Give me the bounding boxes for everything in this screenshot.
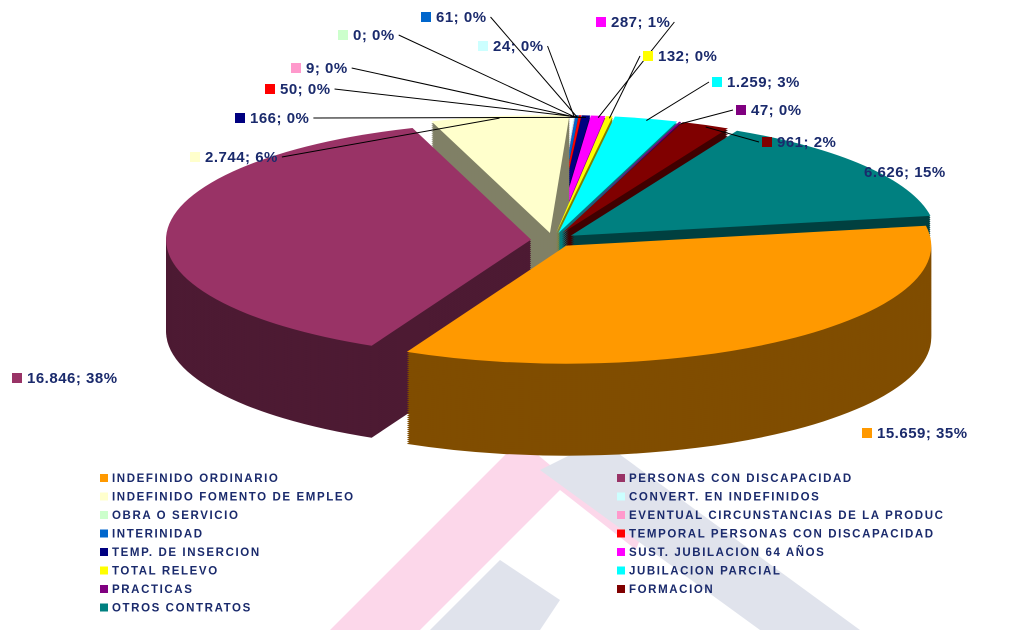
leader-line <box>351 67 576 118</box>
label-swatch <box>736 105 746 115</box>
leader-line <box>597 21 675 119</box>
leader-line <box>334 88 581 118</box>
legend-swatch <box>100 566 108 575</box>
value-label: 132; 0% <box>658 48 717 65</box>
value-label: 166; 0% <box>250 110 309 127</box>
legend-label: TEMP. DE INSERCION <box>112 547 261 559</box>
value-label: 47; 0% <box>751 102 802 119</box>
slice <box>560 121 682 234</box>
legend-label: PRACTICAS <box>112 584 194 596</box>
value-label: 15.659; 35% <box>877 425 968 442</box>
legend-label: TEMPORAL PERSONAS CON DISCAPACIDAD <box>629 529 935 541</box>
label-swatch <box>478 41 488 51</box>
leader-line <box>705 126 760 143</box>
legend-label: INDEFINIDO ORDINARIO <box>112 473 279 485</box>
legend-swatch <box>617 474 625 482</box>
leader-line <box>646 81 710 122</box>
legend-label: SUST. JUBILACION 64 AÑOS <box>629 546 825 559</box>
label-swatch <box>849 167 859 177</box>
slice-side <box>556 120 613 237</box>
value-label: 1.259; 3% <box>727 74 800 91</box>
label-swatch <box>265 84 275 94</box>
pie <box>166 114 932 456</box>
slice <box>561 122 728 234</box>
legend-label: CONVERT. EN INDEFINIDOS <box>629 492 820 504</box>
value-label: 50; 0% <box>280 81 331 98</box>
legend-swatch <box>100 603 108 612</box>
label-swatch <box>190 152 200 162</box>
legend-swatch <box>617 585 625 593</box>
slice <box>570 130 931 236</box>
label-swatch <box>291 63 301 73</box>
legend-swatch <box>617 492 625 501</box>
legend-label: FORMACION <box>629 584 714 596</box>
legend-label: EVENTUAL CIRCUNSTANCIAS DE LA PRODUC <box>629 510 945 522</box>
watermark <box>330 440 860 630</box>
legend-swatch <box>617 511 625 519</box>
legend-swatch <box>617 529 625 538</box>
value-label: 287; 1% <box>611 14 670 31</box>
legend-label: OTROS CONTRATOS <box>112 603 252 615</box>
leader-line <box>398 34 576 118</box>
value-label: 6.626; 15% <box>864 164 946 181</box>
slice <box>406 225 932 364</box>
value-label: 2.744; 6% <box>205 149 278 166</box>
slice-group <box>406 225 932 456</box>
legend-swatch <box>100 474 108 482</box>
slice <box>556 116 613 233</box>
label-swatch <box>421 12 431 22</box>
legend-label: INDEFINIDO FOMENTO DE EMPLEO <box>112 492 355 504</box>
leader-line <box>490 16 578 118</box>
label-swatch <box>235 113 245 123</box>
legend-swatch <box>100 585 108 593</box>
slice <box>558 116 678 234</box>
legend-label: JUBILACION PARCIAL <box>629 566 782 578</box>
legend-swatch <box>617 548 625 556</box>
slice-side <box>556 118 613 235</box>
legend-swatch <box>100 548 108 556</box>
legend-swatch <box>100 492 108 501</box>
label-swatch <box>762 137 772 147</box>
legend-swatch <box>100 529 108 538</box>
leader-line <box>608 55 641 119</box>
legend-label: TOTAL RELEVO <box>112 566 219 578</box>
label-swatch <box>643 51 653 61</box>
value-label: 24; 0% <box>493 38 544 55</box>
value-label: 9; 0% <box>306 60 348 77</box>
slice <box>166 127 532 346</box>
leader-line <box>313 116 586 119</box>
leader-line <box>680 109 734 125</box>
label-swatch <box>338 30 348 40</box>
value-label: 0; 0% <box>353 27 395 44</box>
legend-label: PERSONAS CON DISCAPACIDAD <box>629 473 853 485</box>
legend-swatch <box>617 566 625 575</box>
slice <box>431 114 570 233</box>
label-swatch <box>862 428 872 438</box>
leader-line <box>547 45 575 118</box>
label-swatch <box>12 373 22 383</box>
legend-swatch <box>100 511 108 519</box>
legend-label: INTERINIDAD <box>112 529 204 541</box>
leader-line <box>281 117 500 158</box>
label-swatch <box>712 77 722 87</box>
value-label: 16.846; 38% <box>27 370 118 387</box>
label-swatch <box>596 17 606 27</box>
legend-label: OBRA O SERVICIO <box>112 510 240 522</box>
value-label: 61; 0% <box>436 9 487 26</box>
value-label: 961; 2% <box>777 134 836 151</box>
